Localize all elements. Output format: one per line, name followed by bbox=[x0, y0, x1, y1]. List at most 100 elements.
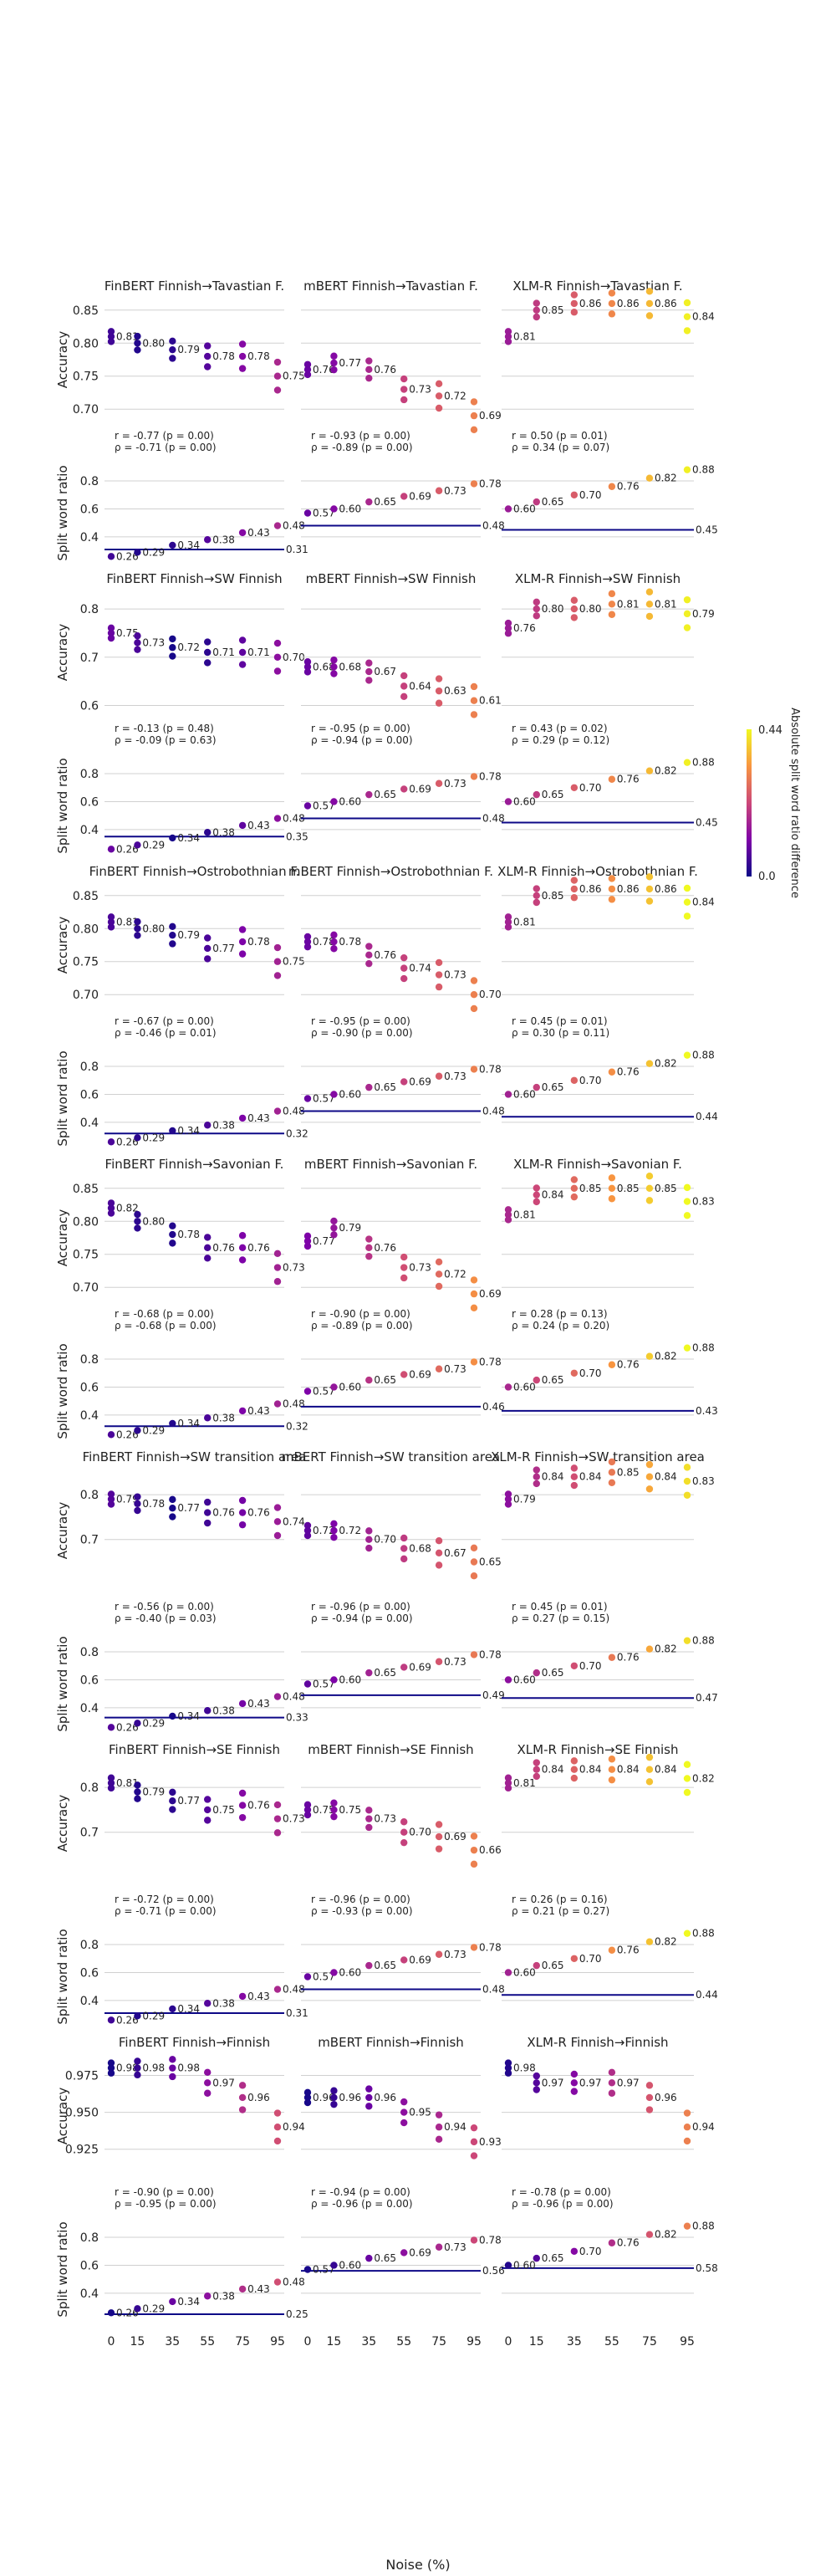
accuracy-point bbox=[238, 1244, 247, 1252]
accuracy-point bbox=[504, 1779, 512, 1786]
accuracy-mean-label: 0.66 bbox=[479, 1844, 502, 1856]
swr-point bbox=[134, 2012, 141, 2020]
swr-point bbox=[169, 834, 176, 842]
swr-point bbox=[504, 2262, 512, 2269]
swr-mean-label: 0.78 bbox=[479, 770, 502, 782]
accuracy-mean-label: 0.77 bbox=[177, 1502, 200, 1514]
swr-mean-label: 0.70 bbox=[579, 489, 602, 501]
accuracy-point bbox=[435, 1845, 443, 1853]
accuracy-tick-label: 0.6 bbox=[80, 699, 99, 713]
accuracy-point bbox=[570, 1193, 579, 1201]
accuracy-point bbox=[273, 2109, 282, 2117]
accuracy-point bbox=[504, 2064, 512, 2072]
swr-point bbox=[273, 522, 282, 529]
accuracy-point bbox=[303, 1242, 312, 1250]
accuracy-point bbox=[330, 1224, 338, 1232]
accuracy-point bbox=[683, 624, 691, 631]
swr-mean-label: 0.48 bbox=[283, 1691, 305, 1703]
swr-point bbox=[683, 1051, 691, 1059]
panel-title: XLM-R Finnish→SW transition area bbox=[491, 1449, 705, 1464]
pearson-stat: r = -0.90 (p = 0.00) bbox=[115, 2186, 214, 2198]
swr-point bbox=[570, 1662, 579, 1669]
swr-mean-label: 0.26 bbox=[116, 2014, 139, 2026]
spearman-stat: ρ = -0.94 (p = 0.00) bbox=[311, 1613, 413, 1624]
swr-point bbox=[645, 1938, 654, 1945]
accuracy-mean-label: 0.77 bbox=[212, 943, 235, 954]
accuracy-mean-label: 0.79 bbox=[339, 1222, 361, 1234]
swr-mean-label: 0.76 bbox=[617, 2237, 640, 2249]
accuracy-point bbox=[365, 1823, 373, 1832]
accuracy-mean-label: 0.78 bbox=[313, 936, 335, 948]
accuracy-point bbox=[238, 365, 247, 372]
swr-mean-label: 0.88 bbox=[692, 1050, 715, 1061]
accuracy-point bbox=[204, 1498, 212, 1506]
spearman-stat: ρ = -0.71 (p = 0.00) bbox=[115, 1905, 217, 1917]
swr-mean-label: 0.88 bbox=[692, 1928, 715, 1940]
swr-mean-label: 0.43 bbox=[247, 820, 270, 831]
accuracy-point bbox=[683, 1761, 691, 1768]
accuracy-point bbox=[533, 1480, 540, 1488]
accuracy-mean-label: 0.80 bbox=[542, 603, 564, 615]
swr-mean-label: 0.29 bbox=[142, 1424, 165, 1436]
accuracy-mean-label: 0.83 bbox=[692, 1196, 715, 1208]
accuracy-mean-label: 0.81 bbox=[617, 598, 640, 610]
accuracy-mean-label: 0.80 bbox=[142, 923, 165, 934]
spearman-stat: ρ = 0.30 (p = 0.11) bbox=[512, 1027, 609, 1039]
swr-mean-label: 0.60 bbox=[513, 1381, 536, 1393]
swr-mean-label: 0.48 bbox=[283, 1398, 305, 1410]
swr-point bbox=[400, 1956, 408, 1964]
accuracy-point bbox=[330, 931, 338, 939]
accuracy-point bbox=[330, 1806, 338, 1814]
swr-tick-label: 0.8 bbox=[80, 1061, 99, 1074]
swr-mean-label: 0.60 bbox=[339, 1966, 361, 1978]
accuracy-point bbox=[273, 639, 282, 647]
accuracy-mean-label: 0.84 bbox=[579, 1471, 602, 1483]
accuracy-point bbox=[533, 1766, 540, 1773]
swr-point bbox=[238, 1114, 247, 1122]
panel-title: FinBERT Finnish→SW transition area bbox=[83, 1449, 307, 1464]
accuracy-point bbox=[533, 306, 540, 314]
accuracy-mean-label: 0.78 bbox=[142, 1498, 165, 1510]
accuracy-point bbox=[400, 974, 408, 983]
swr-point bbox=[533, 2254, 540, 2262]
accuracy-point bbox=[169, 1505, 176, 1512]
accuracy-point bbox=[134, 2064, 141, 2072]
swr-point bbox=[303, 1680, 312, 1688]
accuracy-point bbox=[435, 687, 443, 695]
swr-tick-label: 0.8 bbox=[80, 1646, 99, 1659]
swr-point bbox=[134, 1427, 141, 1434]
accuracy-point bbox=[533, 2072, 540, 2080]
swr-mean-label: 0.60 bbox=[513, 1966, 536, 1978]
target-swr-label: 0.31 bbox=[286, 2007, 308, 2019]
panel-title: XLM-R Finnish→Tavastian F. bbox=[512, 279, 682, 294]
accuracy-point bbox=[504, 923, 512, 931]
accuracy-point bbox=[504, 913, 512, 921]
accuracy-mean-label: 0.96 bbox=[655, 2092, 677, 2103]
accuracy-mean-label: 0.80 bbox=[142, 1215, 165, 1227]
accuracy-point bbox=[504, 333, 512, 340]
accuracy-point bbox=[169, 931, 176, 939]
swr-point bbox=[570, 1076, 579, 1084]
accuracy-mean-label: 0.68 bbox=[409, 1542, 431, 1554]
accuracy-point bbox=[303, 1531, 312, 1540]
accuracy-point bbox=[107, 1209, 115, 1217]
accuracy-mean-label: 0.81 bbox=[513, 330, 536, 342]
swr-point bbox=[169, 541, 176, 549]
accuracy-tick-label: 0.7 bbox=[80, 1827, 99, 1840]
accuracy-point bbox=[470, 2124, 478, 2132]
accuracy-point bbox=[169, 644, 176, 652]
accuracy-point bbox=[365, 1527, 373, 1535]
swr-point bbox=[470, 1651, 478, 1659]
accuracy-point bbox=[570, 291, 579, 299]
accuracy-point bbox=[570, 1473, 579, 1480]
swr-point bbox=[533, 498, 540, 506]
accuracy-tick-label: 0.925 bbox=[65, 2144, 99, 2157]
swr-point bbox=[365, 2254, 373, 2262]
accuracy-point bbox=[204, 2068, 212, 2077]
accuracy-mean-label: 0.86 bbox=[579, 883, 602, 895]
accuracy-point bbox=[608, 299, 616, 308]
swr-mean-label: 0.65 bbox=[542, 1667, 564, 1679]
swr-tick-label: 0.4 bbox=[80, 1117, 99, 1130]
accuracy-tick-label: 0.75 bbox=[73, 1249, 99, 1262]
accuracy-point bbox=[504, 1216, 512, 1224]
